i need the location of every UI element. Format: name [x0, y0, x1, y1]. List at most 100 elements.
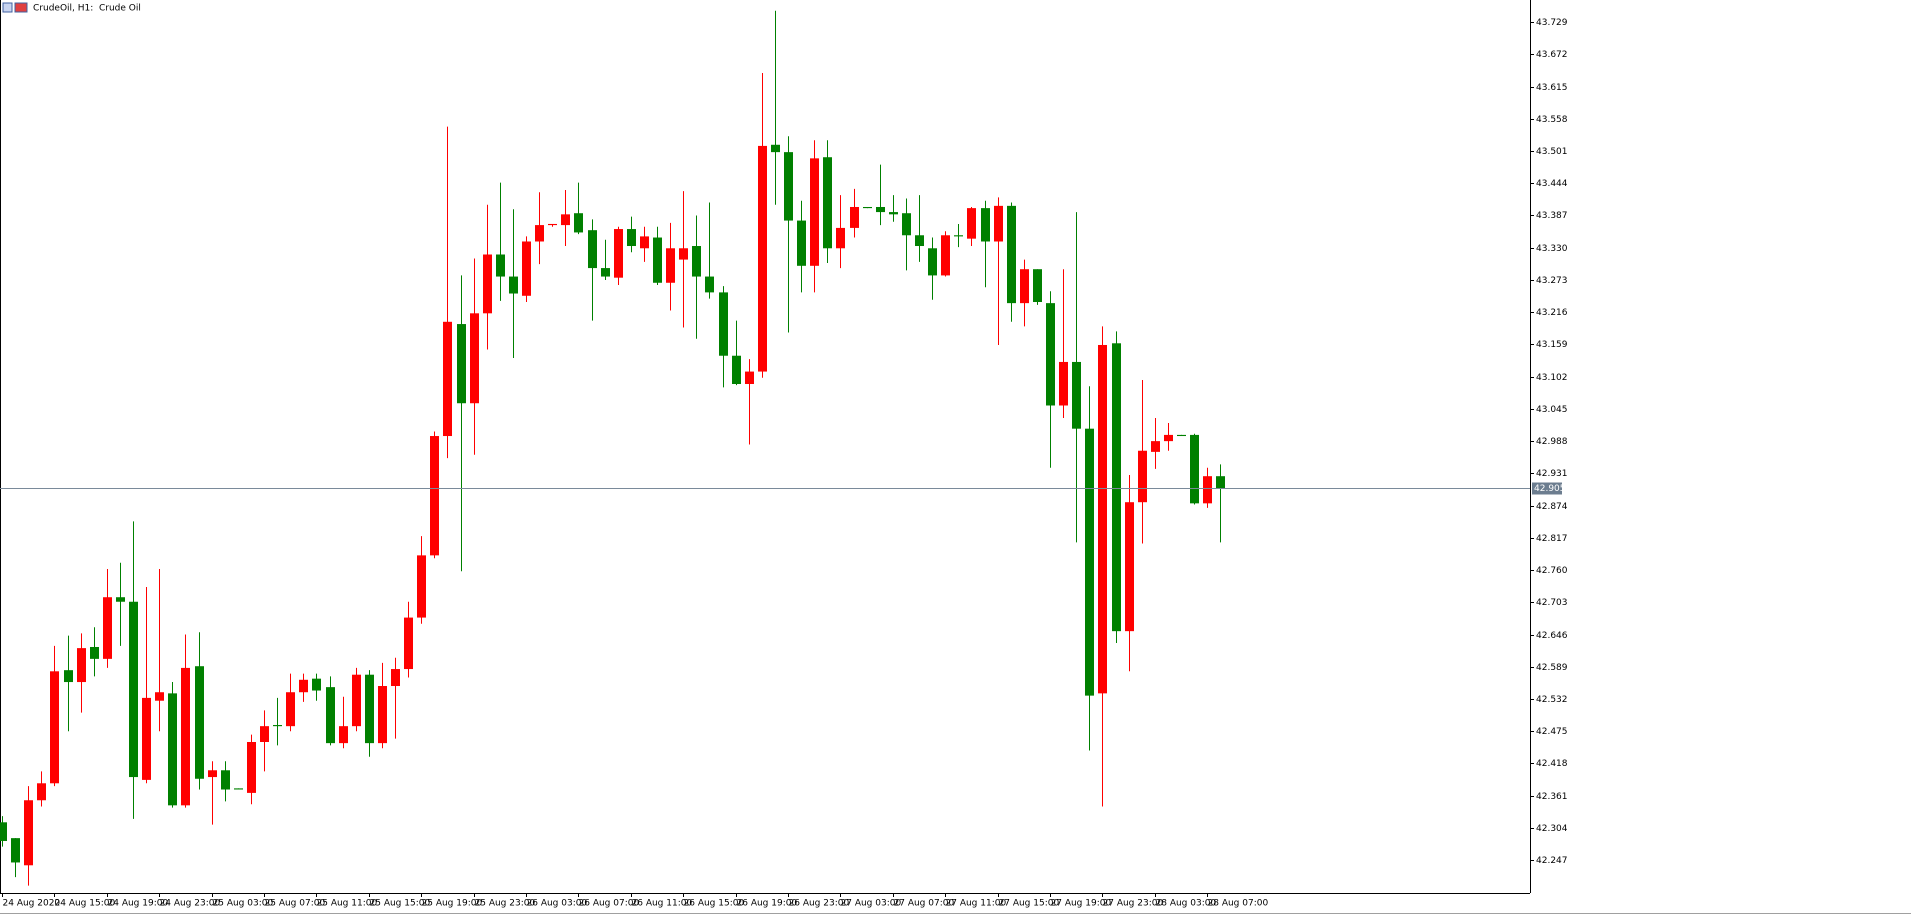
candle-body — [902, 213, 911, 236]
candle-body — [1059, 361, 1068, 406]
y-tick-label: 42.247 — [1536, 856, 1568, 866]
candle-body — [548, 223, 557, 226]
x-tick-label: 28 Aug 07:00 — [1208, 899, 1269, 909]
candle-body — [889, 212, 898, 215]
y-tick-label: 42.418 — [1536, 759, 1568, 769]
candle-body — [705, 276, 714, 293]
candle-body — [103, 597, 112, 659]
candle-body — [168, 693, 177, 806]
candle-body — [666, 248, 675, 283]
candle-body — [286, 692, 295, 727]
candle-body — [1112, 343, 1121, 632]
y-tick-label: 42.988 — [1536, 437, 1568, 447]
candle-body — [679, 248, 688, 260]
x-tick-label: 27 Aug 11:00 — [946, 899, 1007, 909]
candle-body — [771, 144, 780, 153]
candle-body — [758, 145, 767, 372]
candle-body — [195, 666, 204, 779]
candle-body — [1203, 476, 1212, 504]
candle-body — [247, 741, 256, 793]
candle-body — [732, 355, 741, 385]
candle-body — [836, 227, 845, 249]
y-tick-label: 43.102 — [1536, 373, 1568, 383]
candle-body — [850, 206, 859, 228]
candle-body — [1085, 428, 1094, 696]
y-tick-label: 43.045 — [1536, 405, 1568, 415]
y-tick-label: 43.729 — [1536, 18, 1568, 28]
candle-body — [574, 213, 583, 233]
y-tick-label: 42.703 — [1536, 598, 1568, 608]
x-tick-label: 26 Aug 15:00 — [684, 899, 745, 909]
candle-body — [614, 229, 623, 278]
candle-body — [0, 822, 7, 841]
candle-body — [339, 726, 348, 744]
candle-body — [509, 276, 518, 294]
candle-body — [208, 770, 217, 778]
candle-body — [1072, 361, 1081, 429]
candle-body — [876, 206, 885, 213]
candle-body — [692, 246, 701, 277]
y-tick-label: 43.216 — [1536, 308, 1568, 318]
candle-body — [64, 670, 73, 683]
candle-body — [1033, 269, 1042, 303]
y-tick-label: 42.646 — [1536, 631, 1568, 641]
y-tick-label: 42.475 — [1536, 727, 1568, 737]
y-tick-label: 42.589 — [1536, 663, 1568, 673]
candle-body — [457, 324, 466, 404]
candle-body — [37, 783, 46, 801]
candle-body — [823, 157, 832, 249]
candle-body — [483, 254, 492, 314]
candle-body — [588, 230, 597, 269]
candle-body — [745, 371, 754, 385]
candle-body — [24, 800, 33, 866]
candle-body — [994, 205, 1003, 242]
x-tick-label: 27 Aug 07:00 — [894, 899, 955, 909]
chart-title: CrudeOil, H1: Crude Oil — [33, 4, 141, 14]
candle-body — [522, 241, 531, 296]
y-tick-label: 43.672 — [1536, 50, 1568, 60]
x-tick-label: 25 Aug 03:00 — [213, 899, 274, 909]
x-tick-label: 27 Aug 23:00 — [1103, 899, 1164, 909]
x-tick-label: 26 Aug 11:00 — [632, 899, 693, 909]
y-tick-label: 43.330 — [1536, 244, 1568, 254]
y-tick-label: 42.532 — [1536, 695, 1568, 705]
x-tick-label: 26 Aug 23:00 — [789, 899, 850, 909]
candle-body — [810, 158, 819, 266]
candle-body — [784, 152, 793, 221]
candle-body — [365, 674, 374, 744]
y-tick-label: 42.874 — [1536, 502, 1568, 512]
candle-body — [1020, 269, 1029, 304]
candle-body — [1177, 434, 1186, 437]
candle-body — [496, 254, 505, 277]
current-price-label: 42.905 — [1534, 484, 1566, 494]
x-tick-label: 24 Aug 23:00 — [160, 899, 221, 909]
x-tick-label: 26 Aug 19:00 — [737, 899, 798, 909]
y-tick-label: 42.361 — [1536, 792, 1568, 802]
x-tick-label: 27 Aug 19:00 — [1051, 899, 1112, 909]
x-tick-label: 26 Aug 07:00 — [579, 899, 640, 909]
candle-body — [1046, 303, 1055, 406]
x-tick-label: 24 Aug 2020 — [3, 899, 61, 909]
x-tick-label: 25 Aug 11:00 — [317, 899, 378, 909]
x-tick-label: 25 Aug 15:00 — [370, 899, 431, 909]
candle-body — [378, 686, 387, 744]
candle-body — [260, 726, 269, 742]
candle-body — [326, 687, 335, 744]
candle-body — [50, 671, 59, 784]
y-tick-label: 42.817 — [1536, 534, 1568, 544]
candle-body — [640, 236, 649, 249]
candle-body — [954, 235, 963, 237]
candle-body — [430, 436, 439, 556]
x-tick-label: 25 Aug 19:00 — [422, 899, 483, 909]
candle-body — [1125, 502, 1134, 632]
candle-body — [470, 313, 479, 404]
icon — [2, 2, 13, 13]
y-tick-label: 43.615 — [1536, 83, 1568, 93]
candle-body — [1151, 441, 1160, 452]
y-tick-label: 42.760 — [1536, 566, 1568, 576]
candle-body — [299, 679, 308, 693]
candle-body — [11, 838, 20, 863]
candle-body — [352, 674, 361, 727]
y-tick-label: 43.558 — [1536, 115, 1568, 125]
